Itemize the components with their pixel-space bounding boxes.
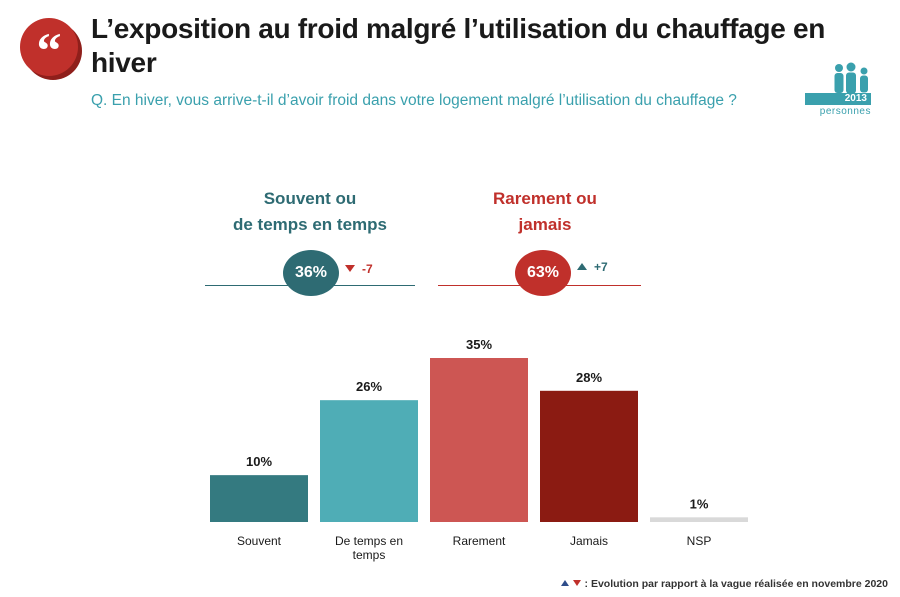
group-label-line: jamais <box>518 215 572 234</box>
group-label-rare: Rarement ou jamais <box>440 186 650 238</box>
evolution-value: +7 <box>594 260 608 274</box>
arrow-down-icon <box>572 580 581 586</box>
data-label: 1% <box>690 496 709 511</box>
category-label: Souvent <box>237 534 282 548</box>
footnote: : Evolution par rapport à la vague réali… <box>560 578 888 590</box>
evolution-rare: +7 <box>577 260 608 274</box>
group-label-frequent: Souvent ou de temps en temps <box>205 186 415 238</box>
category-label: De temps en <box>335 534 403 548</box>
arrow-up-icon <box>560 580 569 586</box>
page-title: L’exposition au froid malgré l’utilisati… <box>91 13 826 78</box>
group-label-line: Souvent ou <box>263 189 357 208</box>
data-label: 28% <box>576 370 602 385</box>
data-label: 10% <box>246 454 272 469</box>
category-label: Jamais <box>570 534 608 548</box>
category-label: temps <box>353 548 386 562</box>
summary-value-frequent: 36% <box>283 250 339 296</box>
category-label: NSP <box>687 534 712 548</box>
bar-5 <box>650 517 748 522</box>
arrow-down-icon <box>345 265 355 272</box>
group-label-line: Rarement ou <box>493 189 597 208</box>
quote-icon: “ <box>20 18 78 78</box>
category-label: Rarement <box>453 534 506 548</box>
people-icon <box>834 62 868 94</box>
footnote-text: : Evolution par rapport à la vague réali… <box>584 578 888 590</box>
data-label: 35% <box>466 337 492 352</box>
sample-label: personnes <box>819 106 871 117</box>
data-label: 26% <box>356 379 382 394</box>
question-text: Q. En hiver, vous arrive-t-il d’avoir fr… <box>91 92 737 109</box>
bar-3 <box>430 358 528 522</box>
arrow-up-icon <box>577 263 587 270</box>
evolution-frequent: -7 <box>345 262 373 276</box>
bar-4 <box>540 390 638 522</box>
summary-value-rare: 63% <box>515 250 571 296</box>
bar-1 <box>210 475 308 522</box>
group-label-line: de temps en temps <box>233 215 387 234</box>
bar-2 <box>320 400 418 522</box>
sample-count: 2013 <box>805 93 871 105</box>
evolution-value: -7 <box>362 262 373 276</box>
